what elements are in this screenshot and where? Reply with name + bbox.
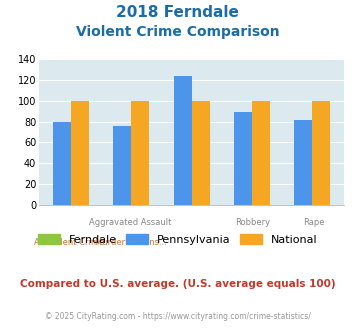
Bar: [131, 101, 149, 205]
Bar: [53, 122, 71, 205]
Bar: [234, 112, 252, 205]
Text: Robbery: Robbery: [235, 218, 270, 227]
Text: Violent Crime Comparison: Violent Crime Comparison: [76, 25, 279, 39]
Bar: [192, 101, 210, 205]
Bar: [113, 126, 131, 205]
Text: Compared to U.S. average. (U.S. average equals 100): Compared to U.S. average. (U.S. average …: [20, 279, 335, 289]
Legend: Ferndale, Pennsylvania, National: Ferndale, Pennsylvania, National: [33, 230, 322, 249]
Text: Rape: Rape: [303, 218, 324, 227]
Bar: [294, 119, 312, 205]
Text: Murder & Mans...: Murder & Mans...: [95, 238, 166, 247]
Bar: [252, 101, 270, 205]
Text: 2018 Ferndale: 2018 Ferndale: [116, 5, 239, 20]
Text: All Violent Crime: All Violent Crime: [34, 238, 105, 247]
Bar: [312, 101, 331, 205]
Bar: [71, 101, 89, 205]
Bar: [174, 76, 192, 205]
Text: Aggravated Assault: Aggravated Assault: [89, 218, 172, 227]
Text: © 2025 CityRating.com - https://www.cityrating.com/crime-statistics/: © 2025 CityRating.com - https://www.city…: [45, 312, 310, 321]
